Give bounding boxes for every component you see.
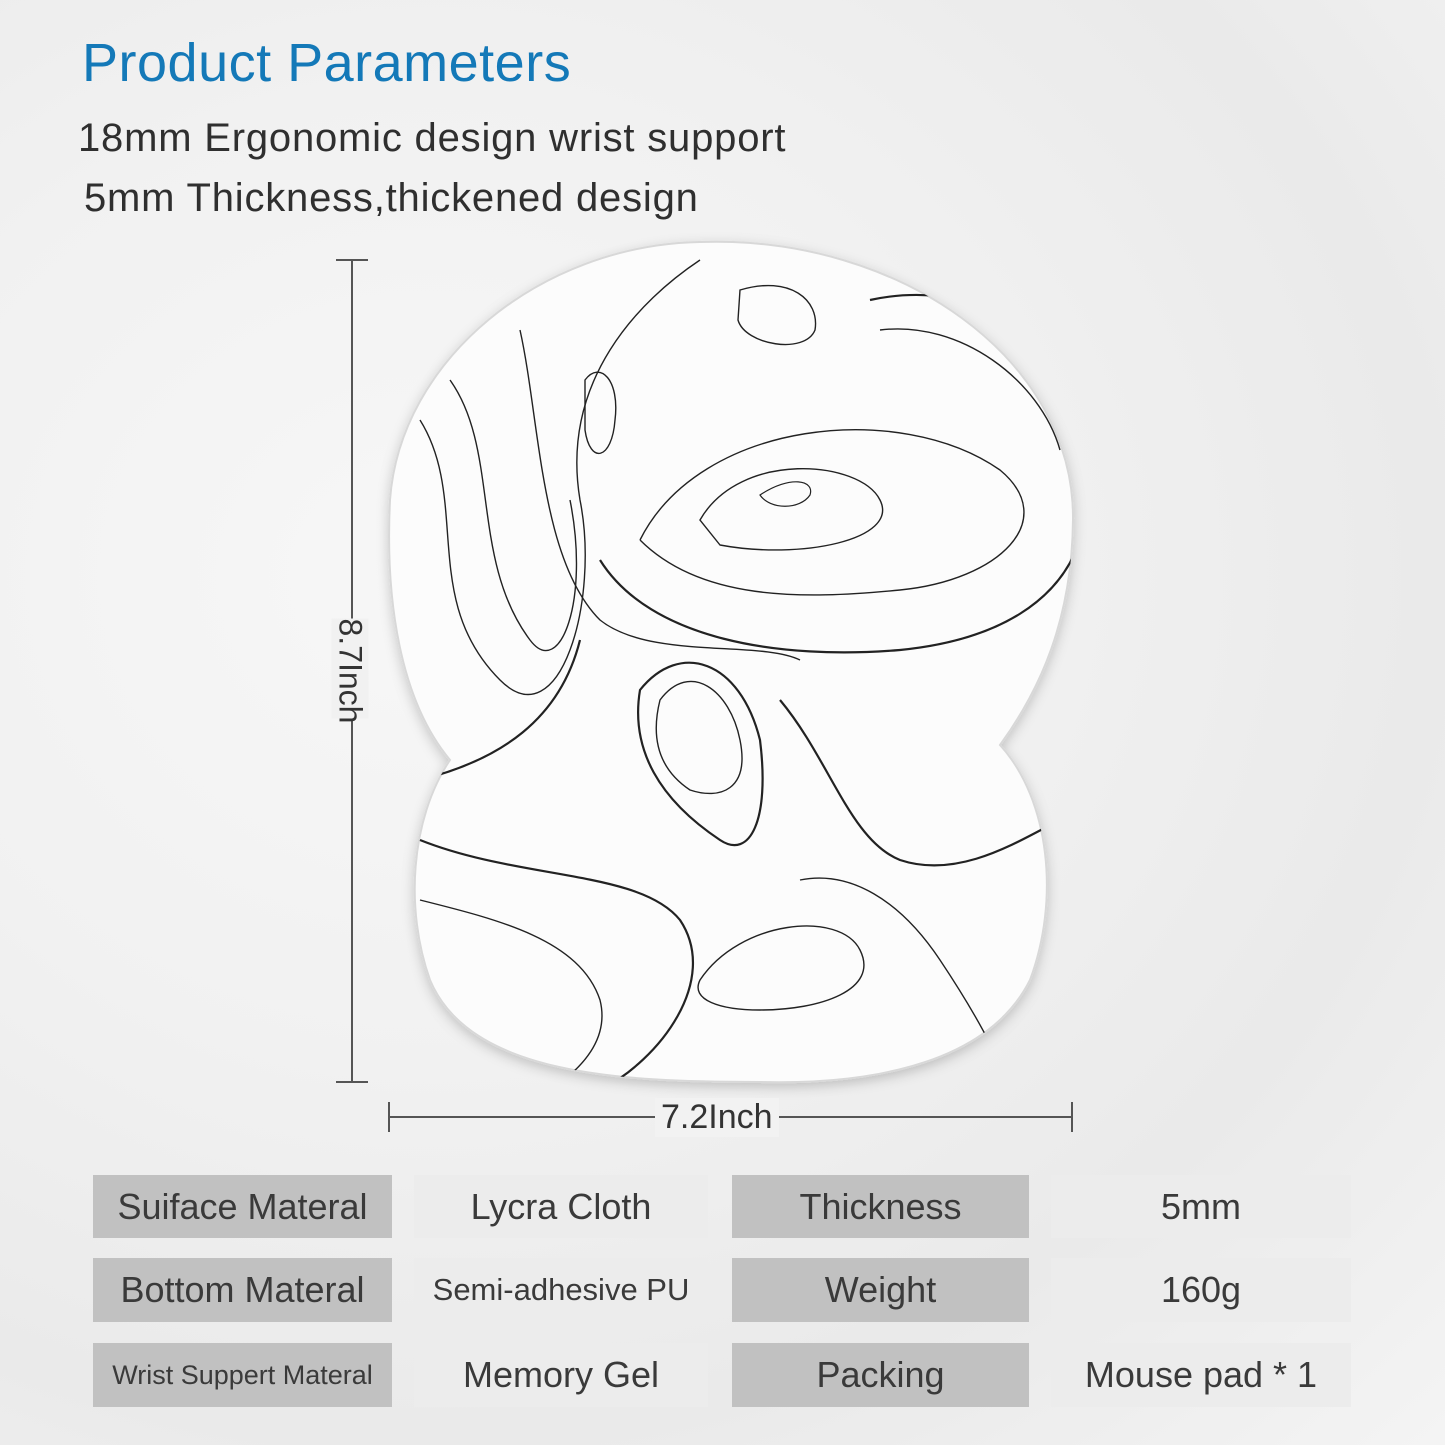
spec-value: 160g [1051,1258,1351,1322]
height-tick-top [336,259,368,261]
spec-label: Packing [732,1343,1029,1407]
spec-label: Suiface Materal [93,1175,392,1238]
spec-value: 5mm [1051,1175,1351,1238]
width-tick-right [1071,1102,1073,1132]
spec-value: Semi-adhesive PU [414,1258,708,1322]
spec-label: Weight [732,1258,1029,1322]
spec-value: Lycra Cloth [414,1175,708,1238]
height-label: 8.7Inch [331,618,369,724]
spec-label: Thickness [732,1175,1029,1238]
spec-value: Mouse pad * 1 [1051,1343,1351,1407]
spec-label: Bottom Materal [93,1258,392,1322]
spec-label: Wrist Suppert Materal [93,1343,392,1407]
width-tick-left [388,1102,390,1132]
height-tick-bottom [336,1081,368,1083]
feature-wrist-support: 18mm Ergonomic design wrist support [78,116,787,160]
width-label: 7.2Inch [655,1098,779,1137]
spec-value: Memory Gel [414,1343,708,1407]
feature-thickness: 5mm Thickness,thickened design [84,176,699,220]
page-title: Product Parameters [82,33,572,93]
